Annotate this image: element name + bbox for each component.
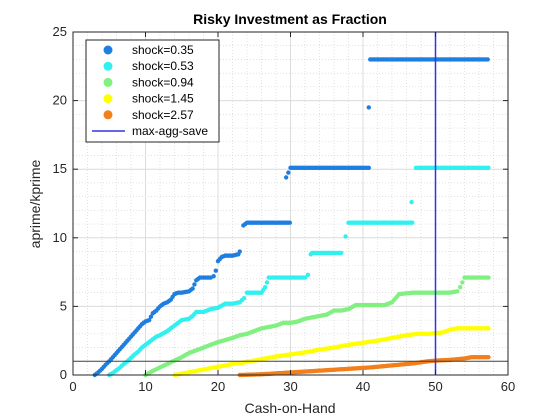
data-point [457,284,463,290]
x-tick-label: 0 [69,379,76,394]
legend-label: shock=0.53 [132,59,194,73]
y-tick-label: 15 [53,161,67,176]
data-point [213,268,219,273]
chart-title: Risky Investment as Fraction [193,11,387,27]
data-point [192,282,197,287]
data-point [455,289,460,294]
y-tick-label: 0 [60,367,67,382]
data-point [486,326,491,331]
data-point [409,199,414,205]
legend-label: shock=0.35 [132,43,194,57]
series-shock=0.35 [92,57,490,378]
y-axis-label: aprime/kprime [27,159,43,248]
data-point [366,105,371,110]
tick-labels: 0 10 20 30 40 50 60 0 5 10 15 20 25 [53,24,516,394]
data-point [148,314,154,319]
data-point [241,295,247,301]
data-point [287,220,292,225]
series-layer [92,57,491,378]
legend-marker [103,94,113,104]
data-point [410,220,415,225]
legend-label: shock=2.57 [132,108,194,122]
data-point [286,170,291,175]
data-point [211,274,216,279]
data-point [366,165,371,171]
data-point [264,280,270,285]
x-tick-label: 20 [211,379,225,394]
data-point [339,250,344,256]
y-tick-label: 5 [60,298,67,313]
data-point [146,317,152,323]
data-point [486,165,491,171]
series-shock=1.45 [172,326,491,378]
reference-lines [73,32,508,375]
legend-marker [103,110,113,120]
x-tick-label: 60 [501,379,515,394]
y-tick-label: 10 [53,230,67,245]
legend-label: shock=0.94 [132,75,194,89]
legend-label: shock=1.45 [132,92,194,106]
data-point [485,57,490,62]
data-point [283,175,289,180]
data-point [262,284,268,290]
x-tick-label: 10 [138,379,152,394]
legend-label: max-agg-save [132,124,208,138]
axis-ticks [72,31,509,376]
data-point [190,286,195,291]
data-point [305,272,311,278]
legend: shock=0.35 shock=0.53 shock=0.94 shock=1.45… [85,39,220,143]
y-tick-label: 20 [53,93,67,108]
legend-marker [103,77,113,87]
x-tick-label: 50 [428,379,442,394]
x-tick-label: 30 [283,379,297,394]
x-tick-label: 40 [356,379,370,394]
y-tick-label: 25 [53,24,67,39]
data-point [460,280,465,285]
x-axis-label: Cash-on-Hand [244,400,335,416]
series-shock=0.53 [107,165,491,378]
data-point [237,249,242,254]
data-point [486,275,491,280]
data-point [302,275,308,280]
legend-box [85,39,220,143]
data-point [486,354,491,360]
legend-marker [103,45,113,55]
legend-marker [103,61,113,71]
data-point [343,234,348,239]
